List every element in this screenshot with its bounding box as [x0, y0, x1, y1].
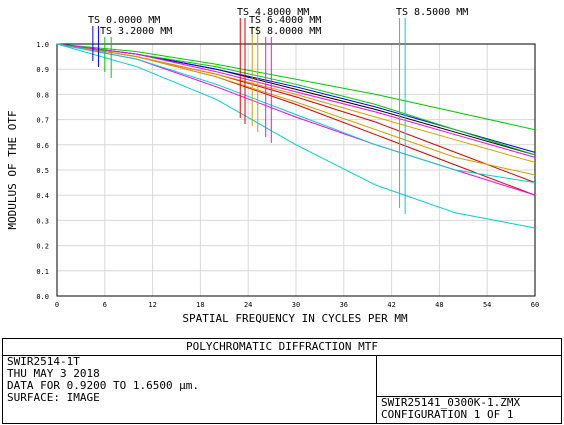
mtf-series-line [56, 43, 536, 184]
info-file: SWIR25141_0300K-1.ZMX [381, 396, 521, 409]
x-tick-label: 60 [531, 301, 539, 309]
x-axis-label: SPATIAL FREQUENCY IN CYCLES PER MM [182, 312, 408, 325]
mtf-series-line [56, 43, 536, 131]
info-line-date: THU MAY 3 2018 [7, 367, 100, 380]
x-tick-label: 24 [244, 301, 252, 309]
x-tick-label: 54 [483, 301, 491, 309]
y-tick-label: 0.0 [36, 293, 49, 301]
y-tick-label: 0.9 [36, 66, 49, 74]
x-tick-label: 12 [148, 301, 156, 309]
info-line-lens: SWIR2514-1T [7, 355, 80, 368]
y-tick-label: 1.0 [36, 41, 49, 49]
x-tick-label: 48 [435, 301, 443, 309]
x-tick-label: 18 [196, 301, 204, 309]
x-tick-label: 42 [387, 301, 395, 309]
mtf-series-line [56, 43, 536, 229]
field-legend-label: TS 8.5000 MM [396, 7, 468, 18]
field-legend-label: TS 3.2000 MM [100, 26, 172, 37]
y-tick-label: 0.3 [36, 217, 49, 225]
field-legend-label: TS 4.8000 MM [237, 7, 309, 18]
y-tick-label: 0.7 [36, 117, 49, 125]
info-box: POLYCHROMATIC DIFFRACTION MTF SWIR2514-1… [2, 338, 562, 424]
x-tick-label: 36 [340, 301, 348, 309]
x-tick-label: 0 [55, 301, 59, 309]
info-file-box: SWIR25141_0300K-1.ZMX CONFIGURATION 1 OF… [377, 396, 561, 424]
field-legend-label: TS 8.0000 MM [249, 26, 321, 37]
x-tick-label: 6 [103, 301, 107, 309]
mtf-series-line [56, 43, 536, 176]
y-tick-label: 0.1 [36, 268, 49, 276]
mtf-series-line [56, 43, 536, 158]
y-axis-label: MODULUS OF THE OTF [6, 110, 19, 229]
info-title: POLYCHROMATIC DIFFRACTION MTF [3, 339, 561, 356]
field-legend-label: TS 0.0000 MM [88, 15, 160, 26]
plot-frame [56, 43, 536, 297]
info-details: SWIR2514-1T THU MAY 3 2018 DATA FOR 0.9200… [7, 356, 199, 404]
y-tick-label: 0.6 [36, 142, 49, 150]
info-divider [376, 355, 377, 424]
mtf-plot: MODULUS OF THE OTF SPATIAL FREQUENCY IN … [6, 7, 539, 325]
y-tick-label: 0.8 [36, 91, 49, 99]
info-line-surface: SURFACE: IMAGE [7, 391, 100, 404]
info-config: CONFIGURATION 1 OF 1 [381, 408, 514, 421]
x-tick-label: 30 [292, 301, 300, 309]
y-tick-label: 0.2 [36, 243, 49, 251]
y-tick-label: 0.5 [36, 167, 49, 175]
info-line-wavelength: DATA FOR 0.9200 TO 1.6500 µm. [7, 379, 200, 392]
field-legend-label: TS 6.4000 MM [249, 15, 321, 26]
y-tick-label: 0.4 [36, 192, 49, 200]
